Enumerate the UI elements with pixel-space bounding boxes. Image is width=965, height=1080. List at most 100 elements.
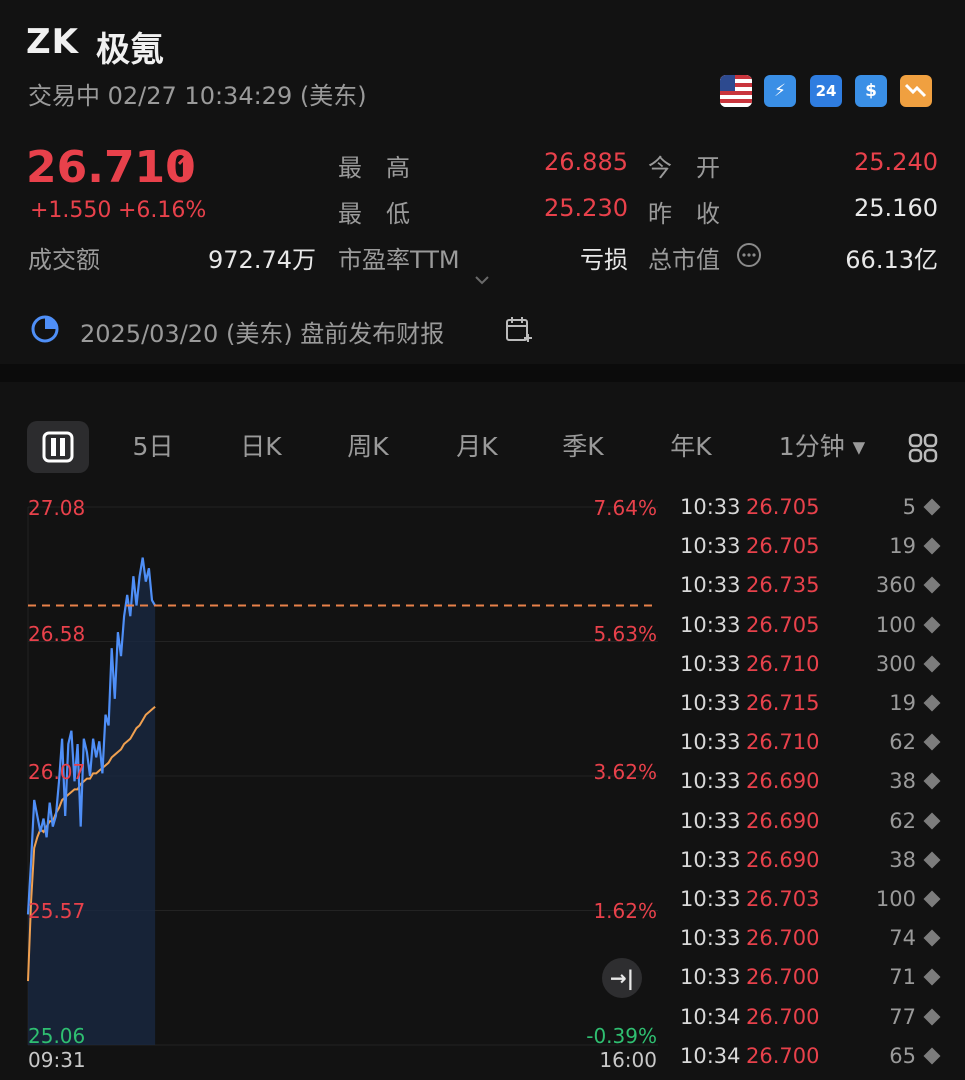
low-label: 最 低	[338, 200, 410, 228]
tick-direction-icon	[923, 812, 941, 830]
tick-direction-icon	[923, 1047, 941, 1065]
y-label-right-3: 1.62%	[593, 899, 657, 923]
current-price: 26.710	[26, 142, 196, 193]
pie-chart-icon	[30, 314, 60, 344]
tick-row: 10:33 26.705 5	[680, 495, 941, 525]
tick-time: 10:33	[680, 887, 741, 911]
tick-price: 26.700	[746, 1043, 820, 1068]
tick-volume: 71	[889, 965, 916, 990]
tick-row: 10:33 26.703 100	[680, 887, 941, 917]
more-info-icon[interactable]	[736, 242, 762, 268]
y-label-left-1: 26.58	[28, 622, 86, 646]
tick-volume: 300	[875, 651, 916, 676]
up-arrow-icon: ↑	[172, 152, 198, 187]
turnover-value: 972.74万	[208, 246, 316, 274]
calendar-add-icon[interactable]	[504, 314, 534, 344]
tab-quarterly-k[interactable]: 季K	[562, 432, 604, 461]
x-label-end: 16:00	[599, 1048, 657, 1072]
tick-row: 10:34 26.700 65	[680, 1043, 941, 1074]
price-area	[28, 557, 156, 1045]
dollar-icon[interactable]: $	[855, 75, 887, 107]
trading-status: 交易中 02/27 10:34:29 (美东)	[28, 82, 367, 110]
high-value: 26.885	[544, 148, 628, 176]
tick-row: 10:33 26.700 74	[680, 926, 941, 956]
tab-yearly-k[interactable]: 年K	[670, 432, 712, 461]
price-line	[26, 557, 157, 915]
tick-volume: 5	[902, 495, 916, 519]
jump-to-latest-button[interactable]: →|	[602, 958, 642, 998]
us-flag-icon[interactable]	[720, 75, 752, 107]
tick-time: 10:33	[680, 495, 741, 519]
tick-time: 10:33	[680, 730, 741, 755]
tick-time: 10:33	[680, 651, 741, 676]
tick-direction-icon	[923, 929, 941, 947]
tick-volume: 38	[889, 847, 916, 872]
prev-close-value: 25.160	[854, 194, 938, 222]
tick-price: 26.690	[746, 769, 820, 794]
tick-time: 10:33	[680, 769, 741, 794]
tick-price: 26.705	[746, 612, 820, 637]
intraday-chart[interactable]	[0, 490, 665, 1080]
grid-menu-icon[interactable]	[906, 431, 940, 465]
tick-row: 10:33 26.700 71	[680, 965, 941, 995]
low-value: 25.230	[544, 194, 628, 222]
tick-price: 26.715	[746, 691, 820, 715]
tab-5day[interactable]: 5日	[132, 432, 174, 461]
expand-chevron-icon[interactable]	[472, 272, 492, 288]
tick-time: 10:33	[680, 965, 741, 990]
tick-volume: 19	[889, 534, 916, 559]
y-label-left-0: 27.08	[28, 496, 86, 520]
y-label-right-4: -0.39%	[586, 1024, 657, 1048]
tick-volume: 360	[875, 573, 916, 598]
tab-1min-dropdown[interactable]: 1分钟 ▾	[778, 432, 866, 461]
trend-icon[interactable]	[900, 75, 932, 107]
tick-volume: 74	[889, 926, 916, 951]
tick-volume: 62	[889, 730, 916, 755]
tick-row: 10:33 26.690 62	[680, 808, 941, 839]
tick-row: 10:33 26.705 19	[680, 534, 941, 564]
tick-direction-icon	[923, 968, 941, 986]
prev-close-label: 昨 收	[648, 200, 720, 228]
tick-volume: 38	[889, 769, 916, 794]
tick-price: 26.690	[746, 808, 820, 833]
tab-intraday[interactable]	[27, 421, 89, 473]
tick-time: 10:33	[680, 847, 741, 872]
tick-price: 26.710	[746, 730, 820, 755]
y-label-left-4: 25.06	[28, 1024, 86, 1048]
tick-direction-icon	[923, 733, 941, 751]
tick-price: 26.705	[746, 534, 820, 559]
tick-price: 26.705	[746, 495, 820, 519]
price-change-percent: +6.16%	[118, 198, 207, 223]
tick-row: 10:33 26.715 19	[680, 691, 941, 721]
tick-row: 10:33 26.690 38	[680, 769, 941, 799]
tick-time: 10:33	[680, 926, 741, 951]
section-divider	[0, 364, 965, 382]
tick-volume: 19	[889, 691, 916, 715]
tick-price: 26.690	[746, 847, 820, 872]
company-name: 极氪	[96, 30, 164, 70]
high-label: 最 高	[338, 154, 410, 182]
y-label-right-1: 5.63%	[593, 622, 657, 646]
y-label-right-0: 7.64%	[593, 496, 657, 520]
tick-direction-icon	[923, 772, 941, 790]
tick-time: 10:34	[680, 1043, 741, 1068]
24h-icon[interactable]: 24	[810, 75, 842, 107]
tab-daily-k[interactable]: 日K	[240, 432, 282, 461]
tick-direction-icon	[923, 498, 941, 516]
tick-row: 10:33 26.710 300	[680, 651, 941, 682]
lightning-icon[interactable]: ⚡	[764, 75, 796, 107]
pe-ttm-label: 市盈率TTM	[338, 246, 460, 274]
pe-ttm-value: 亏损	[580, 246, 628, 274]
tick-direction-icon	[923, 890, 941, 908]
tick-row: 10:33 26.705 100	[680, 612, 941, 643]
open-value: 25.240	[854, 148, 938, 176]
tick-direction-icon	[923, 616, 941, 634]
tick-row: 10:33 26.735 360	[680, 573, 941, 603]
market-cap-value: 66.13亿	[845, 246, 938, 274]
tab-weekly-k[interactable]: 周K	[347, 432, 389, 461]
tick-time: 10:33	[680, 808, 741, 833]
tab-monthly-k[interactable]: 月K	[456, 432, 498, 461]
tick-direction-icon	[923, 851, 941, 869]
tick-time: 10:33	[680, 534, 741, 559]
tick-price: 26.735	[746, 573, 820, 598]
